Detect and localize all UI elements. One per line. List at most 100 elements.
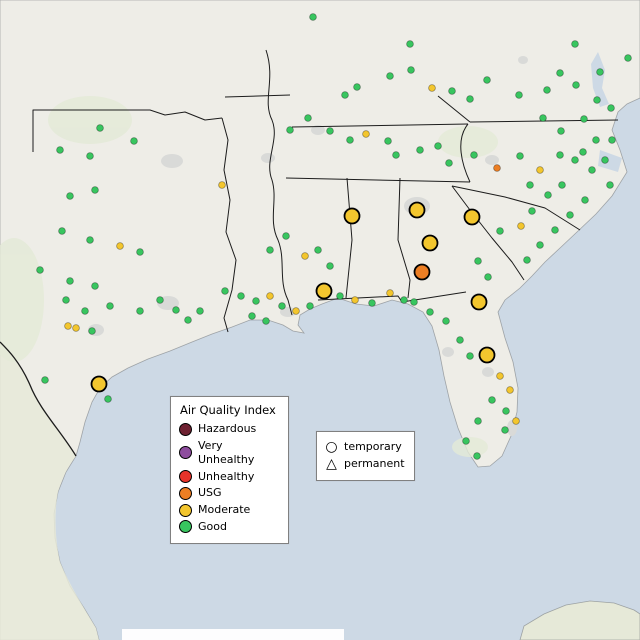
monitor-point-good[interactable] — [184, 316, 192, 324]
monitor-point-good[interactable] — [434, 142, 442, 150]
monitor-point-moderate[interactable] — [362, 130, 370, 138]
monitor-point-good[interactable] — [278, 302, 286, 310]
monitor-point-good[interactable] — [484, 273, 492, 281]
monitor-point-good[interactable] — [501, 426, 509, 434]
monitor-point-good[interactable] — [36, 266, 44, 274]
temporary-monitor-usg[interactable] — [413, 263, 431, 281]
monitor-point-moderate[interactable] — [351, 296, 359, 304]
monitor-point-good[interactable] — [196, 307, 204, 315]
monitor-point-good[interactable] — [474, 417, 482, 425]
monitor-point-good[interactable] — [523, 256, 531, 264]
monitor-point-good[interactable] — [528, 207, 536, 215]
monitor-point-moderate[interactable] — [506, 386, 514, 394]
monitor-point-good[interactable] — [571, 156, 579, 164]
monitor-point-moderate[interactable] — [536, 166, 544, 174]
temporary-monitor-moderate[interactable] — [343, 207, 361, 225]
monitor-point-good[interactable] — [309, 13, 317, 21]
monitor-point-good[interactable] — [556, 69, 564, 77]
monitor-point-good[interactable] — [346, 136, 354, 144]
temporary-monitor-moderate[interactable] — [463, 208, 481, 226]
monitor-point-good[interactable] — [543, 86, 551, 94]
monitor-point-moderate[interactable] — [266, 292, 274, 300]
monitor-point-usg[interactable] — [493, 164, 501, 172]
monitor-point-good[interactable] — [572, 81, 580, 89]
monitor-point-good[interactable] — [136, 307, 144, 315]
monitor-point-good[interactable] — [248, 312, 256, 320]
monitor-point-good[interactable] — [593, 96, 601, 104]
monitor-point-good[interactable] — [86, 152, 94, 160]
monitor-point-good[interactable] — [416, 146, 424, 154]
monitor-point-good[interactable] — [406, 40, 414, 48]
monitor-point-good[interactable] — [86, 236, 94, 244]
monitor-point-good[interactable] — [462, 437, 470, 445]
monitor-point-good[interactable] — [341, 91, 349, 99]
monitor-point-good[interactable] — [326, 262, 334, 270]
temporary-monitor-moderate[interactable] — [421, 234, 439, 252]
monitor-point-good[interactable] — [466, 95, 474, 103]
monitor-point-moderate[interactable] — [512, 417, 520, 425]
monitor-point-good[interactable] — [558, 181, 566, 189]
monitor-point-good[interactable] — [556, 151, 564, 159]
monitor-point-good[interactable] — [596, 68, 604, 76]
monitor-point-good[interactable] — [544, 191, 552, 199]
monitor-point-moderate[interactable] — [301, 252, 309, 260]
monitor-point-good[interactable] — [580, 115, 588, 123]
monitor-point-good[interactable] — [104, 395, 112, 403]
monitor-point-good[interactable] — [448, 87, 456, 95]
monitor-point-good[interactable] — [282, 232, 290, 240]
monitor-point-good[interactable] — [41, 376, 49, 384]
monitor-point-good[interactable] — [286, 126, 294, 134]
monitor-point-good[interactable] — [106, 302, 114, 310]
monitor-point-good[interactable] — [88, 327, 96, 335]
monitor-point-good[interactable] — [581, 196, 589, 204]
monitor-point-good[interactable] — [496, 227, 504, 235]
monitor-point-good[interactable] — [262, 317, 270, 325]
monitor-point-good[interactable] — [557, 127, 565, 135]
monitor-point-good[interactable] — [566, 211, 574, 219]
monitor-point-good[interactable] — [66, 192, 74, 200]
monitor-point-good[interactable] — [515, 91, 523, 99]
monitor-point-good[interactable] — [130, 137, 138, 145]
monitor-point-good[interactable] — [56, 146, 64, 154]
monitor-point-moderate[interactable] — [386, 289, 394, 297]
monitor-point-good[interactable] — [172, 306, 180, 314]
monitor-point-good[interactable] — [252, 297, 260, 305]
monitor-point-good[interactable] — [502, 407, 510, 415]
monitor-point-good[interactable] — [314, 246, 322, 254]
monitor-point-good[interactable] — [96, 124, 104, 132]
monitor-point-moderate[interactable] — [292, 307, 300, 315]
monitor-point-good[interactable] — [237, 292, 245, 300]
monitor-point-good[interactable] — [526, 181, 534, 189]
temporary-monitor-moderate[interactable] — [470, 293, 488, 311]
monitor-point-good[interactable] — [336, 292, 344, 300]
monitor-point-good[interactable] — [221, 287, 229, 295]
monitor-point-good[interactable] — [536, 241, 544, 249]
monitor-point-moderate[interactable] — [517, 222, 525, 230]
monitor-point-good[interactable] — [516, 152, 524, 160]
monitor-point-good[interactable] — [606, 181, 614, 189]
monitor-point-good[interactable] — [266, 246, 274, 254]
monitor-point-good[interactable] — [392, 151, 400, 159]
monitor-point-good[interactable] — [368, 299, 376, 307]
monitor-point-good[interactable] — [571, 40, 579, 48]
monitor-point-good[interactable] — [488, 396, 496, 404]
monitor-point-good[interactable] — [62, 296, 70, 304]
monitor-point-good[interactable] — [442, 317, 450, 325]
monitor-point-good[interactable] — [592, 136, 600, 144]
monitor-point-moderate[interactable] — [64, 322, 72, 330]
temporary-monitor-moderate[interactable] — [478, 346, 496, 364]
monitor-point-good[interactable] — [386, 72, 394, 80]
monitor-point-good[interactable] — [58, 227, 66, 235]
monitor-point-good[interactable] — [66, 277, 74, 285]
monitor-point-good[interactable] — [483, 76, 491, 84]
monitor-point-good[interactable] — [445, 159, 453, 167]
monitor-point-good[interactable] — [588, 166, 596, 174]
monitor-point-good[interactable] — [551, 226, 559, 234]
monitor-point-moderate[interactable] — [116, 242, 124, 250]
monitor-point-good[interactable] — [304, 114, 312, 122]
temporary-monitor-moderate[interactable] — [90, 375, 108, 393]
monitor-point-good[interactable] — [474, 257, 482, 265]
monitor-point-good[interactable] — [384, 137, 392, 145]
monitor-point-good[interactable] — [91, 186, 99, 194]
monitor-point-good[interactable] — [81, 307, 89, 315]
